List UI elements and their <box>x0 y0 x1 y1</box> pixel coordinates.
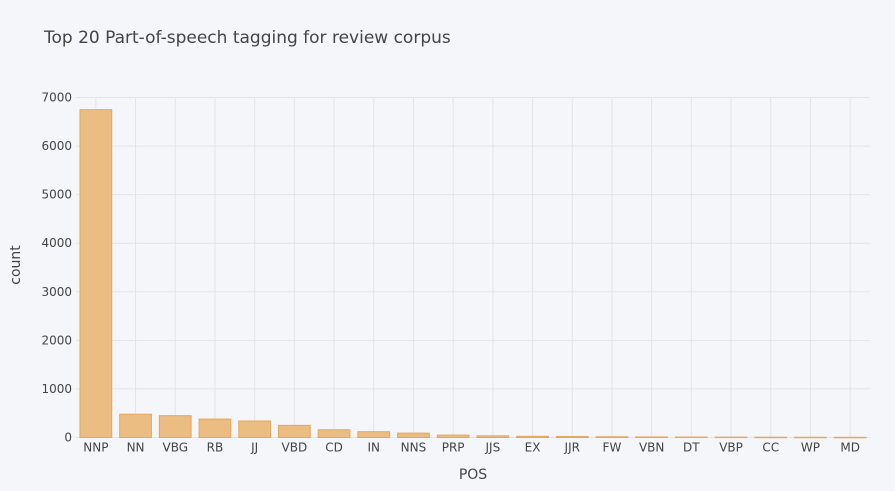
y-tick-label: 2000 <box>41 333 72 347</box>
bar-md[interactable] <box>833 436 867 439</box>
x-axis-ticks: NNP NN VBG RB JJ VBD CD IN NNS PRP JJS EX JJR FW VBN DT… <box>83 441 860 455</box>
bar-jj[interactable] <box>238 420 272 439</box>
x-tick-label: JJR <box>564 441 580 455</box>
bar-vbp[interactable] <box>714 436 748 439</box>
bar-dt[interactable] <box>674 436 708 439</box>
y-tick-label: 0 <box>64 431 72 445</box>
y-axis-ticks: 0 1000 2000 3000 4000 5000 6000 7000 <box>41 91 72 445</box>
x-tick-label: NN <box>127 441 145 455</box>
bar-wp[interactable] <box>794 436 827 439</box>
x-tick-label: CC <box>762 441 779 455</box>
bar-nnp[interactable] <box>79 109 113 439</box>
x-tick-label: MD <box>840 441 860 455</box>
x-tick-label: IN <box>367 441 380 455</box>
bar-rb[interactable] <box>198 418 232 438</box>
bar-vbg[interactable] <box>158 415 192 438</box>
bar-jjs[interactable] <box>476 435 510 438</box>
bar-in[interactable] <box>357 431 391 438</box>
bar-nn[interactable] <box>119 413 152 438</box>
bar-vbd[interactable] <box>277 424 311 439</box>
y-tick-label: 3000 <box>41 285 72 299</box>
x-tick-label: WP <box>801 441 820 455</box>
x-tick-label: CD <box>325 441 343 455</box>
x-tick-label: NNP <box>83 441 108 455</box>
bar-prp[interactable] <box>436 434 470 439</box>
x-tick-label: DT <box>683 441 700 455</box>
x-tick-label: VBG <box>162 441 188 455</box>
y-tick-label: 1000 <box>41 382 72 396</box>
y-tick-label: 4000 <box>41 236 72 250</box>
bar-fw[interactable] <box>595 436 629 438</box>
y-tick-label: 7000 <box>41 91 72 105</box>
bar-ex[interactable] <box>516 435 549 438</box>
bar-jjr[interactable] <box>555 436 589 438</box>
x-tick-label: EX <box>525 441 541 455</box>
x-tick-label: FW <box>603 441 622 455</box>
bar-nns[interactable] <box>397 432 430 438</box>
bar-cc[interactable] <box>754 436 788 439</box>
y-tick-label: 5000 <box>41 188 72 202</box>
bar-cd[interactable] <box>317 429 351 439</box>
x-tick-label: VBP <box>719 441 743 455</box>
x-tick-label: JJS <box>484 441 500 455</box>
x-tick-label: RB <box>207 441 224 455</box>
bar-vbn[interactable] <box>635 436 669 439</box>
x-tick-label: NNS <box>401 441 427 455</box>
x-tick-label: VBN <box>639 441 664 455</box>
y-axis-title: count <box>8 245 24 285</box>
chart-title: Top 20 Part-of-speech tagging for review… <box>43 28 451 48</box>
x-axis-title: POS <box>459 467 487 483</box>
grid <box>76 97 870 438</box>
x-tick-label: JJ <box>250 441 258 455</box>
x-tick-label: VBD <box>282 441 308 455</box>
x-tick-label: PRP <box>442 441 465 455</box>
bars <box>79 109 867 439</box>
y-tick-label: 6000 <box>41 139 72 153</box>
